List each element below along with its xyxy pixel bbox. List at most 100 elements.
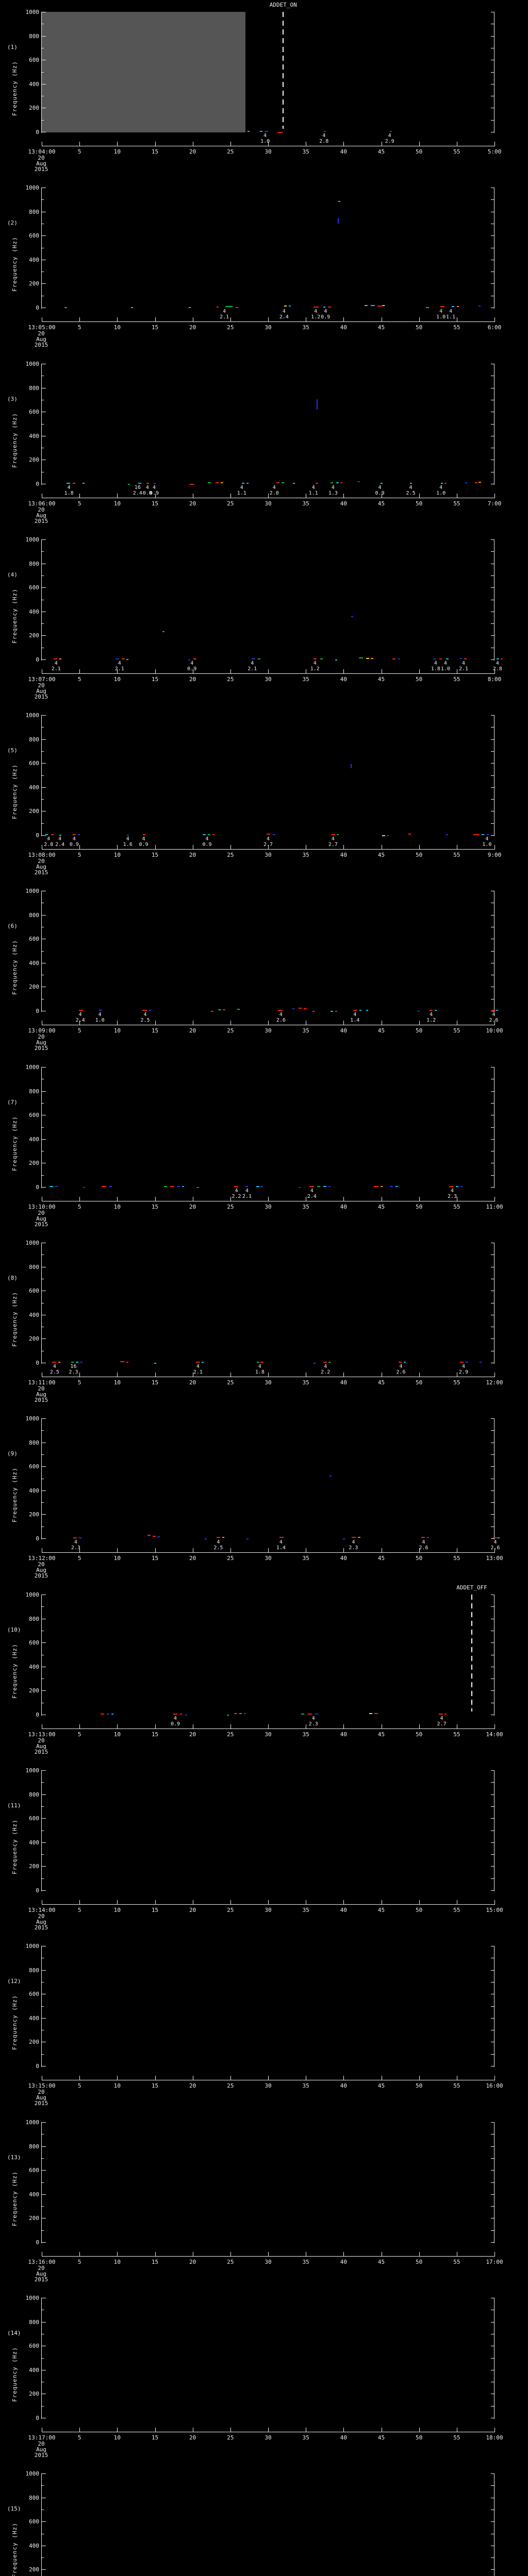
- spec-dot: [313, 1363, 316, 1364]
- x-axis-tick: [494, 1372, 495, 1377]
- event-value: 1.3: [328, 490, 338, 496]
- y-axis-line: [41, 1595, 42, 1716]
- spec-dot: [109, 1185, 112, 1187]
- x-tick-label: 20: [189, 1555, 196, 1562]
- spec-dot: [369, 1713, 373, 1714]
- event-code: 4: [443, 660, 447, 666]
- spec-dot: [340, 482, 343, 484]
- y-tick-label: 0: [36, 1008, 39, 1014]
- event-value: 2.3: [71, 1545, 80, 1551]
- date-label: 2015: [34, 1924, 48, 1931]
- spec-dot: [497, 658, 500, 660]
- event-value: 1.0: [260, 139, 270, 144]
- y-axis-tick: [42, 1502, 44, 1503]
- event-label: 4 2.6: [276, 1012, 286, 1023]
- right-axis-tick: [491, 36, 494, 37]
- event-label: 4 1.0: [441, 660, 450, 672]
- spec-dot: [337, 834, 339, 835]
- y-tick-label: 1000: [25, 1415, 40, 1422]
- event-value: 2.5: [140, 1018, 150, 1023]
- x-tick-label: 50: [416, 1379, 423, 1386]
- x-tick-label: 45: [377, 1204, 385, 1210]
- spec-dot: [331, 482, 334, 484]
- event-value: 2.6: [276, 1018, 286, 1023]
- y-tick-label: 800: [29, 911, 39, 919]
- y-tick-label: 800: [29, 1088, 39, 1095]
- event-label: 4 2.3: [448, 1188, 457, 1199]
- y-axis-tick: [42, 551, 44, 552]
- x-tick-label: 50: [416, 676, 423, 683]
- x-axis-tick: [419, 142, 420, 146]
- y-tick-label: 400: [29, 432, 39, 439]
- date-label: Aug: [36, 1567, 46, 1573]
- event-value: 2.9: [385, 139, 394, 144]
- y-tick-label: 1000: [25, 1064, 40, 1071]
- x-axis-tick: [343, 1724, 344, 1728]
- x-tick-label: 35: [302, 852, 309, 858]
- right-axis-tick: [491, 715, 494, 716]
- event-value: 0.0: [142, 490, 152, 496]
- spec-dot: [474, 482, 477, 483]
- x-tick-label: 20: [189, 1204, 196, 1210]
- x-tick-label: 10: [113, 676, 121, 683]
- y-tick-label: 800: [29, 1263, 39, 1270]
- event-code: 4: [331, 485, 335, 490]
- y-tick-label: 600: [29, 760, 39, 767]
- y-axis-tick: [42, 2521, 46, 2522]
- spec-dot: [320, 658, 323, 659]
- y-tick-label: 1000: [25, 2119, 40, 2126]
- event-value: 1.0: [436, 490, 446, 496]
- spec-dot: [383, 305, 385, 307]
- y-axis-tick: [42, 1514, 46, 1515]
- event-value: 2.5: [406, 490, 416, 496]
- event-value: 2.5: [50, 1369, 59, 1375]
- event-code: 4: [434, 660, 437, 666]
- spec-dot: [120, 1361, 125, 1362]
- x-tick-label: 30: [265, 676, 272, 683]
- x-axis-tick: [343, 317, 344, 321]
- event-label: 16 2.3: [69, 1364, 78, 1375]
- event-value: 1.1: [308, 490, 318, 496]
- x-tick-label: 50: [416, 1204, 423, 1210]
- event-label: 4 0.9: [321, 309, 330, 320]
- event-value: 1.0: [440, 666, 450, 672]
- x-axis-line: [42, 849, 495, 850]
- y-axis-tick: [42, 1770, 46, 1771]
- y-tick-label: 600: [29, 232, 39, 240]
- spec-dot: [482, 834, 485, 836]
- event-label: 4 2.5: [50, 1364, 59, 1375]
- event-code: 4: [126, 836, 129, 842]
- x-tick-label: 5: [77, 1379, 81, 1386]
- spec-dot: [389, 131, 392, 132]
- x-tick-label: 20: [189, 2082, 196, 2089]
- y-tick-label: 400: [29, 2014, 39, 2022]
- spec-dot: [173, 1713, 177, 1715]
- y-axis-tick: [42, 235, 46, 236]
- y-axis-line: [41, 1418, 42, 1539]
- event-label: 4 2.6: [489, 1012, 499, 1023]
- spec-dot: [217, 307, 219, 308]
- y-tick-label: 0: [36, 2239, 39, 2246]
- spec-dot: [51, 834, 54, 836]
- spec-dot: [473, 834, 480, 836]
- x-tick-label: 45: [377, 676, 385, 683]
- right-axis-tick: [491, 1606, 494, 1607]
- y-axis-tick: [42, 2557, 44, 2558]
- right-axis-tick: [491, 1466, 494, 1467]
- y-axis-line: [41, 364, 42, 485]
- event-code: 4: [53, 1364, 56, 1369]
- right-axis-tick: [491, 951, 494, 952]
- event-code: 4: [331, 836, 335, 842]
- date-label: Aug: [36, 2446, 46, 2453]
- event-label: 4 1.3: [328, 485, 338, 496]
- event-value: 0.9: [202, 842, 212, 848]
- event-label: 4 1.0: [95, 1012, 105, 1023]
- x-tick-label: 5: [77, 1204, 81, 1210]
- spec-dot: [189, 483, 194, 485]
- spec-dot: [246, 1538, 249, 1540]
- x-tick-label: 40: [340, 852, 347, 858]
- spec-dot: [80, 1361, 82, 1363]
- y-tick-label: 1000: [25, 1240, 40, 1246]
- right-axis-tick: [491, 623, 494, 624]
